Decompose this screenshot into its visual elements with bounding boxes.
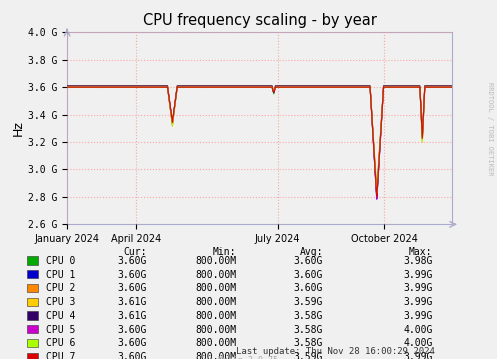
Text: 3.61G: 3.61G bbox=[117, 311, 147, 321]
Text: 3.58G: 3.58G bbox=[294, 325, 323, 335]
Text: 3.99G: 3.99G bbox=[403, 352, 432, 359]
Text: 3.60G: 3.60G bbox=[117, 339, 147, 349]
Bar bbox=[27, 311, 38, 320]
Text: 3.60G: 3.60G bbox=[117, 352, 147, 359]
Bar bbox=[27, 353, 38, 359]
Text: 3.99G: 3.99G bbox=[403, 270, 432, 280]
Text: 800.00M: 800.00M bbox=[195, 352, 236, 359]
Text: CPU 7: CPU 7 bbox=[46, 352, 75, 359]
Text: Min:: Min: bbox=[213, 247, 236, 257]
Text: 4.00G: 4.00G bbox=[403, 325, 432, 335]
Bar bbox=[27, 270, 38, 278]
Text: Avg:: Avg: bbox=[300, 247, 323, 257]
Bar bbox=[27, 339, 38, 347]
Text: CPU 1: CPU 1 bbox=[46, 270, 75, 280]
Text: 3.58G: 3.58G bbox=[294, 339, 323, 349]
Text: 3.99G: 3.99G bbox=[403, 283, 432, 293]
Text: Munin 2.0.75: Munin 2.0.75 bbox=[219, 356, 278, 359]
Text: RRDTOOL / TOBI OETIKER: RRDTOOL / TOBI OETIKER bbox=[487, 83, 493, 176]
Text: 800.00M: 800.00M bbox=[195, 325, 236, 335]
Text: 3.58G: 3.58G bbox=[294, 311, 323, 321]
Text: 3.60G: 3.60G bbox=[294, 270, 323, 280]
Text: 800.00M: 800.00M bbox=[195, 283, 236, 293]
Text: 3.61G: 3.61G bbox=[117, 297, 147, 307]
Text: 800.00M: 800.00M bbox=[195, 339, 236, 349]
Text: Max:: Max: bbox=[409, 247, 432, 257]
Text: CPU 6: CPU 6 bbox=[46, 339, 75, 349]
Text: 3.59G: 3.59G bbox=[294, 352, 323, 359]
Text: 3.98G: 3.98G bbox=[403, 256, 432, 266]
Text: Last update: Thu Nov 28 16:00:29 2024: Last update: Thu Nov 28 16:00:29 2024 bbox=[236, 348, 435, 356]
Text: Cur:: Cur: bbox=[123, 247, 147, 257]
Bar bbox=[27, 298, 38, 306]
Text: CPU 2: CPU 2 bbox=[46, 283, 75, 293]
Text: CPU 5: CPU 5 bbox=[46, 325, 75, 335]
Text: 3.60G: 3.60G bbox=[117, 270, 147, 280]
Title: CPU frequency scaling - by year: CPU frequency scaling - by year bbox=[143, 13, 377, 28]
Text: 800.00M: 800.00M bbox=[195, 297, 236, 307]
Text: 3.60G: 3.60G bbox=[117, 256, 147, 266]
Text: CPU 4: CPU 4 bbox=[46, 311, 75, 321]
Text: 4.00G: 4.00G bbox=[403, 339, 432, 349]
Text: 3.60G: 3.60G bbox=[294, 283, 323, 293]
Text: 3.99G: 3.99G bbox=[403, 297, 432, 307]
Y-axis label: Hz: Hz bbox=[12, 120, 25, 136]
Bar bbox=[27, 325, 38, 334]
Bar bbox=[27, 284, 38, 292]
Text: 3.99G: 3.99G bbox=[403, 311, 432, 321]
Text: 800.00M: 800.00M bbox=[195, 270, 236, 280]
Text: 800.00M: 800.00M bbox=[195, 311, 236, 321]
Text: 800.00M: 800.00M bbox=[195, 256, 236, 266]
Text: 3.60G: 3.60G bbox=[294, 256, 323, 266]
Text: 3.59G: 3.59G bbox=[294, 297, 323, 307]
Text: 3.60G: 3.60G bbox=[117, 325, 147, 335]
Bar bbox=[27, 256, 38, 265]
Text: 3.60G: 3.60G bbox=[117, 283, 147, 293]
Text: CPU 0: CPU 0 bbox=[46, 256, 75, 266]
Text: CPU 3: CPU 3 bbox=[46, 297, 75, 307]
